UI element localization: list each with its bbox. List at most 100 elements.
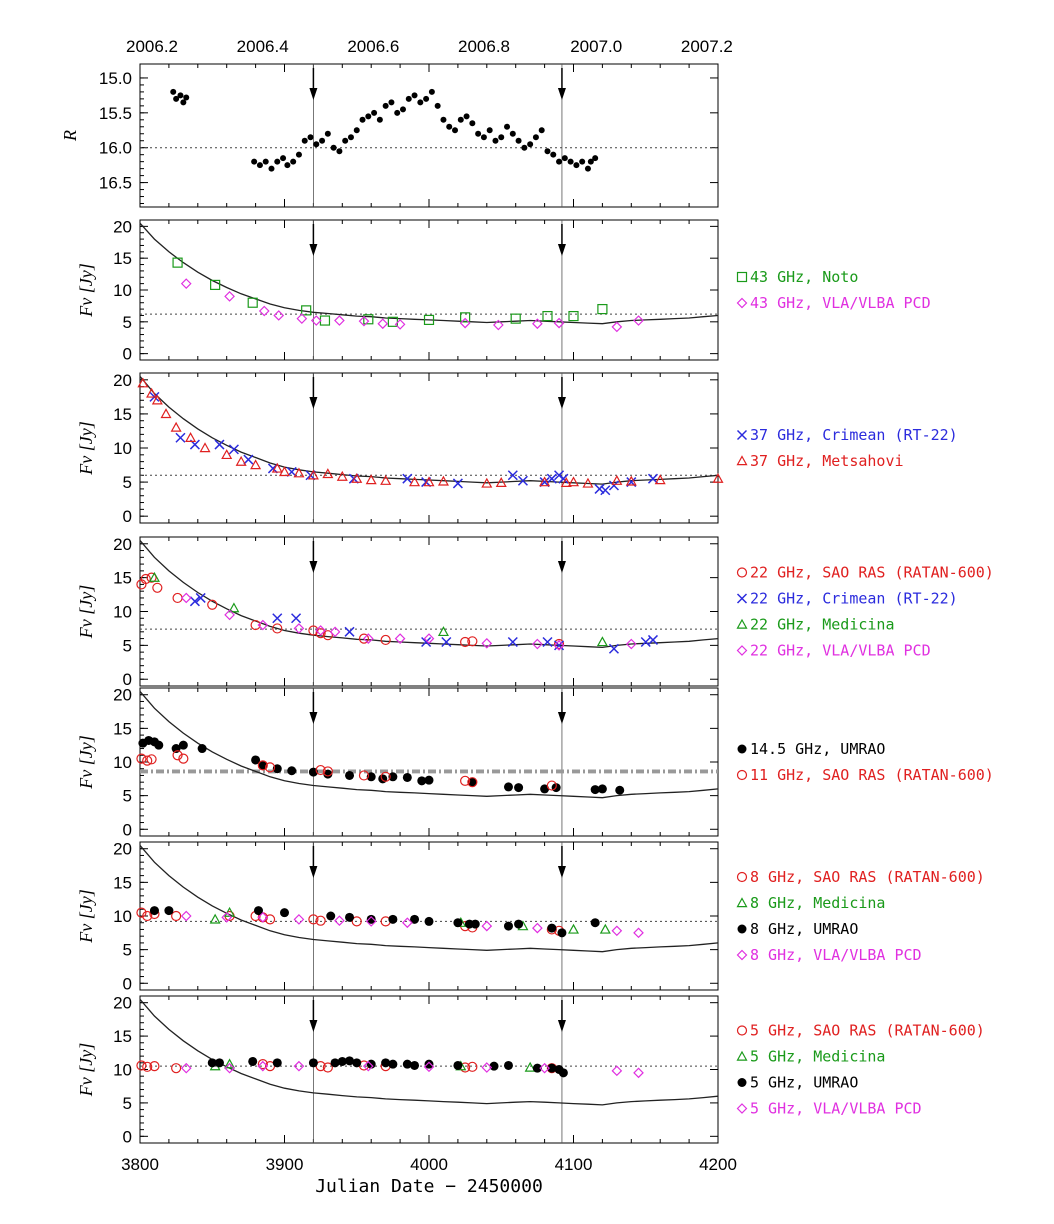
data-point bbox=[568, 310, 579, 322]
data-point bbox=[365, 113, 372, 120]
y-tick-label: 15.5 bbox=[99, 104, 132, 123]
series bbox=[136, 750, 557, 791]
data-point bbox=[507, 470, 518, 481]
data-point bbox=[248, 1056, 258, 1066]
data-point bbox=[256, 162, 263, 169]
data-point bbox=[579, 158, 586, 165]
y-tick-label: 15 bbox=[113, 249, 132, 268]
data-point bbox=[399, 106, 406, 113]
data-point bbox=[180, 910, 192, 922]
data-point bbox=[173, 95, 180, 102]
data-point bbox=[437, 475, 449, 486]
data-point bbox=[380, 771, 391, 782]
data-point bbox=[164, 906, 174, 916]
legend-marker bbox=[736, 1025, 748, 1036]
panel-22: 0 5 10 15 20 Fν [Jy] 22 GHz, SAO RAS (RATAN-60… bbox=[76, 535, 994, 689]
data-point bbox=[258, 305, 270, 317]
y-axis-title: Fν [Jy] bbox=[76, 263, 96, 317]
data-point bbox=[171, 1063, 182, 1074]
data-point bbox=[380, 634, 391, 646]
data-point bbox=[481, 1062, 493, 1073]
series bbox=[180, 910, 644, 939]
data-point bbox=[221, 911, 233, 923]
data-point bbox=[322, 1062, 333, 1073]
data-point bbox=[647, 473, 659, 484]
legend-label: 22 GHz, SAO RAS (RATAN-600) bbox=[750, 564, 994, 582]
data-point bbox=[185, 432, 197, 442]
legend-label: 22 GHz, Medicina bbox=[750, 616, 895, 634]
data-point bbox=[452, 478, 463, 489]
data-point bbox=[334, 315, 345, 326]
data-point bbox=[547, 923, 557, 933]
data-point bbox=[600, 485, 611, 496]
data-point bbox=[345, 770, 355, 780]
data-point bbox=[475, 130, 482, 137]
x-tick-label: 4200 bbox=[699, 1155, 737, 1174]
data-point bbox=[313, 141, 320, 148]
data-point bbox=[180, 278, 192, 289]
y-tick-label: 5 bbox=[123, 636, 132, 655]
data-point bbox=[180, 592, 192, 604]
data-point bbox=[180, 99, 187, 106]
data-point bbox=[460, 312, 471, 323]
data-point bbox=[592, 155, 599, 162]
data-point bbox=[567, 158, 574, 165]
y-tick-label: 5 bbox=[123, 1094, 132, 1113]
data-point bbox=[293, 467, 305, 478]
y-tick-label: 15 bbox=[113, 1027, 132, 1046]
y-tick-label: 10 bbox=[113, 439, 132, 458]
data-point bbox=[224, 291, 235, 302]
panel-43: 0 5 10 15 20 Fν [Jy] 43 GHz, Noto 43 GHz, VLA/V… bbox=[76, 217, 931, 363]
data-point bbox=[410, 914, 420, 924]
data-point bbox=[469, 120, 476, 127]
data-point bbox=[146, 387, 158, 398]
data-point bbox=[301, 137, 308, 144]
data-point bbox=[322, 468, 334, 479]
data-point bbox=[615, 785, 625, 795]
x-tick-label: 3900 bbox=[266, 1155, 304, 1174]
epoch-arrow-head bbox=[557, 561, 566, 573]
data-point bbox=[140, 573, 151, 585]
data-point bbox=[171, 910, 182, 922]
top-date-axis: 2006.2 2006.4 2006.6 2006.8 2007.0 2007.2 bbox=[126, 37, 733, 56]
data-point bbox=[584, 165, 591, 172]
data-point bbox=[228, 444, 239, 455]
data-point bbox=[441, 636, 452, 648]
data-point bbox=[453, 918, 463, 928]
data-point bbox=[172, 257, 183, 268]
data-point bbox=[423, 314, 435, 326]
y-tick-label: 15 bbox=[113, 405, 132, 424]
data-point bbox=[546, 473, 557, 484]
data-point bbox=[538, 127, 545, 134]
data-point bbox=[539, 1062, 550, 1074]
y-axis-title: Fν [Jy] bbox=[76, 889, 96, 943]
data-point bbox=[362, 1060, 374, 1072]
data-point bbox=[411, 92, 418, 99]
data-point bbox=[544, 148, 551, 155]
data-point bbox=[608, 480, 619, 491]
legend-marker bbox=[737, 924, 747, 934]
data-point bbox=[382, 102, 389, 109]
data-point bbox=[440, 116, 447, 123]
data-point bbox=[558, 473, 569, 484]
y-tick-label: 20 bbox=[113, 840, 132, 859]
data-point bbox=[647, 634, 659, 645]
legend-marker bbox=[737, 744, 747, 754]
data-point bbox=[590, 918, 600, 928]
epoch-arrow-head bbox=[309, 712, 318, 724]
data-point bbox=[180, 1062, 192, 1074]
y-tick-label: 20 bbox=[113, 217, 132, 236]
epoch-arrow-head bbox=[309, 244, 318, 256]
data-point bbox=[345, 1056, 355, 1066]
series bbox=[137, 377, 724, 488]
data-point bbox=[560, 477, 572, 487]
data-point bbox=[310, 315, 322, 326]
data-point bbox=[557, 928, 567, 938]
data-point bbox=[177, 92, 184, 99]
series bbox=[207, 1056, 568, 1078]
data-point bbox=[460, 775, 471, 786]
data-point bbox=[148, 571, 160, 582]
data-point bbox=[453, 1060, 463, 1070]
data-point bbox=[424, 916, 434, 926]
legend-marker bbox=[736, 949, 748, 961]
